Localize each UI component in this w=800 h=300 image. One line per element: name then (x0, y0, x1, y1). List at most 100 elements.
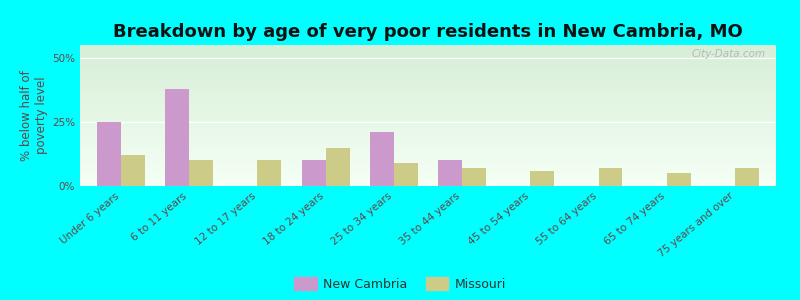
Legend: New Cambria, Missouri: New Cambria, Missouri (294, 277, 506, 291)
Bar (80, 180, 800, 182)
Bar (80, 144, 800, 145)
Bar (598, 168, 622, 186)
Bar (80, 178, 800, 179)
Bar (80, 160, 800, 162)
Bar (80, 142, 800, 144)
Bar (80, 46, 800, 48)
Bar (80, 59, 800, 61)
Bar (80, 128, 800, 130)
Bar (80, 170, 800, 172)
Bar (80, 75, 800, 76)
Bar (80, 48, 800, 49)
Bar (80, 131, 800, 132)
Bar (530, 171, 554, 186)
Bar (80, 169, 800, 170)
Bar (326, 148, 350, 186)
Bar (80, 79, 800, 80)
Bar (80, 65, 800, 66)
Bar (80, 82, 800, 83)
Bar (80, 52, 800, 53)
Bar (80, 152, 800, 154)
Bar (80, 183, 800, 184)
Bar (80, 184, 800, 186)
Bar (121, 155, 145, 186)
Bar (80, 93, 800, 94)
Bar (97, 122, 121, 186)
Bar (80, 97, 800, 99)
Bar (80, 148, 800, 149)
Bar (80, 86, 800, 87)
Bar (80, 53, 800, 55)
Bar (80, 137, 800, 138)
Bar (302, 160, 326, 186)
Bar (80, 100, 800, 101)
Bar (394, 163, 418, 186)
Bar (80, 96, 800, 97)
Bar (80, 73, 800, 75)
Bar (80, 164, 800, 165)
Bar (80, 56, 800, 58)
Bar (80, 175, 800, 176)
Bar (80, 151, 800, 152)
Bar (166, 88, 189, 186)
Bar (80, 77, 800, 79)
Bar (80, 103, 800, 104)
Bar (80, 62, 800, 63)
Bar (80, 68, 800, 69)
Bar (80, 172, 800, 173)
Bar (80, 72, 800, 73)
Bar (80, 76, 800, 77)
Bar (80, 182, 800, 183)
Y-axis label: % below half of
poverty level: % below half of poverty level (20, 70, 48, 161)
Text: City-Data.com: City-Data.com (691, 49, 766, 59)
Bar (80, 146, 800, 148)
Bar (80, 107, 800, 108)
Bar (80, 120, 800, 121)
Bar (80, 83, 800, 85)
Bar (80, 173, 800, 175)
Bar (438, 160, 462, 186)
Bar (80, 87, 800, 89)
Bar (80, 118, 800, 120)
Bar (80, 156, 800, 158)
Bar (80, 109, 800, 110)
Bar (80, 166, 800, 168)
Bar (80, 104, 800, 106)
Title: Breakdown by age of very poor residents in New Cambria, MO: Breakdown by age of very poor residents … (113, 23, 743, 41)
Bar (80, 61, 800, 62)
Bar (462, 168, 486, 186)
Bar (80, 132, 800, 134)
Bar (189, 160, 213, 186)
Bar (80, 140, 800, 141)
Bar (80, 106, 800, 107)
Bar (80, 55, 800, 56)
Bar (80, 145, 800, 146)
Bar (80, 116, 800, 117)
Bar (80, 134, 800, 135)
Bar (80, 127, 800, 128)
Bar (80, 179, 800, 180)
Bar (80, 58, 800, 59)
Bar (80, 154, 800, 155)
Bar (80, 49, 800, 51)
Bar (80, 66, 800, 68)
Bar (80, 90, 800, 92)
Bar (80, 125, 800, 127)
Bar (258, 160, 282, 186)
Bar (80, 89, 800, 90)
Bar (80, 158, 800, 159)
Bar (80, 117, 800, 118)
Bar (80, 45, 800, 46)
Bar (80, 141, 800, 142)
Bar (370, 132, 394, 186)
Bar (80, 80, 800, 82)
Bar (80, 124, 800, 125)
Bar (735, 168, 759, 186)
Bar (80, 92, 800, 93)
Bar (80, 162, 800, 164)
Bar (667, 173, 690, 186)
Bar (80, 111, 800, 113)
Bar (80, 176, 800, 178)
Bar (80, 94, 800, 96)
Bar (80, 135, 800, 137)
